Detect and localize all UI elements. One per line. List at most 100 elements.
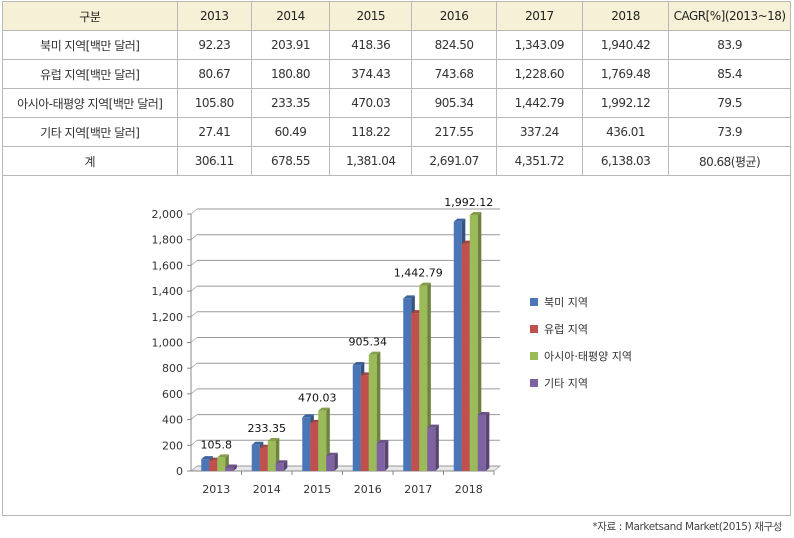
bar-2 — [267, 441, 276, 471]
data-table: 구분 2013 2014 2015 2016 2017 2018 CAGR[%](2013~1… — [2, 1, 791, 176]
bar-top — [427, 424, 439, 428]
bar-top — [403, 295, 415, 299]
gridline-depth — [190, 439, 198, 446]
bar-top — [302, 414, 314, 418]
table-cell: 27.41 — [176, 117, 252, 147]
table-cell: 470.03 — [329, 88, 413, 118]
bar-top — [326, 452, 338, 456]
x-tick-label: 2016 — [354, 483, 382, 496]
column-header: 2016 — [411, 1, 497, 31]
bar-2 — [318, 410, 327, 471]
bar-side — [233, 464, 237, 471]
table-cell: 436.01 — [581, 117, 670, 147]
y-tick-label: 1,000 — [152, 337, 184, 350]
chart-container — [2, 173, 791, 516]
bar-1 — [209, 460, 218, 471]
data-label: 1,442.79 — [394, 267, 443, 280]
table-cell: 1,228.60 — [495, 59, 583, 89]
row-label: 유럽 지역[백만 달러] — [2, 59, 178, 89]
x-tick-label: 2014 — [253, 483, 281, 496]
bar-top — [201, 456, 213, 460]
bar-0 — [302, 417, 311, 471]
x-tick-label: 2017 — [404, 483, 432, 496]
bar-top — [275, 460, 288, 464]
data-label: 233.35 — [248, 422, 287, 435]
y-tick-label: 1,200 — [152, 311, 184, 324]
table-cell: 85.4 — [668, 59, 791, 89]
row-label: 아시아-태평양 지역[백만 달러] — [2, 88, 178, 118]
table-cell: 118.22 — [329, 117, 413, 147]
bar-top — [368, 351, 381, 355]
y-tick-label: 2,000 — [152, 208, 184, 221]
y-tick-label: 200 — [162, 439, 183, 452]
table-cell: 418.36 — [329, 30, 413, 60]
legend-swatch — [530, 379, 538, 387]
bar-2 — [419, 285, 428, 471]
bar-3 — [427, 427, 436, 471]
data-label: 470.03 — [298, 392, 337, 405]
data-label: 105.8 — [201, 438, 233, 451]
bar-1 — [461, 243, 470, 471]
gridline-depth — [190, 362, 198, 369]
table-cell: 79.5 — [668, 88, 791, 118]
gridline-depth — [190, 208, 198, 215]
gridline-depth — [190, 234, 198, 241]
y-tick-label: 400 — [162, 414, 183, 427]
bar-side — [427, 282, 431, 471]
bar-0 — [403, 298, 412, 471]
table-cell: 6,138.03 — [581, 146, 670, 176]
column-header: 2013 — [176, 1, 252, 31]
row-label: 계 — [2, 146, 178, 176]
table-cell: 105.80 — [176, 88, 252, 118]
column-header: 2017 — [495, 1, 583, 31]
gridline-depth — [190, 285, 198, 292]
table-cell: 1,769.48 — [581, 59, 670, 89]
bar-0 — [352, 365, 361, 471]
table-cell: 4,351.72 — [495, 146, 583, 176]
table-cell: 905.34 — [411, 88, 497, 118]
bar-0 — [453, 221, 462, 471]
bar-top — [419, 282, 431, 286]
table-cell: 743.68 — [411, 59, 497, 89]
bar-top — [318, 407, 330, 411]
bar-1 — [360, 375, 369, 471]
table-cell: 203.91 — [250, 30, 331, 60]
bar-top — [251, 441, 264, 445]
table-row: 아시아-태평양 지역[백만 달러] 105.80 233.35 470.03 905.3… — [2, 88, 791, 118]
gridline-depth — [190, 260, 198, 266]
bar-side — [334, 452, 338, 471]
legend-label: 기타 지역 — [544, 377, 588, 390]
table-row: 계 306.11 678.55 1,381.04 2,691.07 4,351.72 6,1… — [2, 146, 791, 176]
bar-top — [352, 362, 365, 366]
bar-0 — [201, 459, 210, 471]
table-cell: 73.9 — [668, 117, 791, 147]
bar-side — [485, 411, 490, 471]
column-header: CAGR[%](2013~18) — [668, 1, 791, 31]
table-cell: 1,381.04 — [329, 146, 413, 176]
x-tick-label: 2013 — [202, 483, 230, 496]
table-cell: 306.11 — [176, 146, 252, 176]
x-tick-label: 2015 — [303, 483, 331, 496]
data-label: 1,992.12 — [444, 196, 493, 209]
table-cell: 374.43 — [329, 59, 413, 89]
bar-top — [376, 440, 389, 444]
legend-label: 북미 지역 — [544, 296, 588, 309]
bar-top — [469, 212, 482, 216]
bar-top — [225, 464, 237, 468]
bar-side — [384, 440, 389, 471]
bar-3 — [376, 443, 385, 471]
data-label: 905.34 — [349, 336, 388, 349]
bar-top — [477, 411, 490, 415]
legend-swatch — [530, 298, 538, 306]
bar-2 — [217, 457, 226, 471]
gridline-depth — [190, 414, 198, 420]
y-tick-label: 1,400 — [152, 285, 184, 298]
bar-3 — [275, 463, 284, 471]
bar-3 — [225, 467, 234, 471]
bar-2 — [469, 215, 478, 471]
bar-side — [435, 424, 439, 471]
y-tick-label: 600 — [162, 388, 183, 401]
y-tick-label: 0 — [176, 465, 183, 478]
bar-1 — [259, 447, 268, 471]
